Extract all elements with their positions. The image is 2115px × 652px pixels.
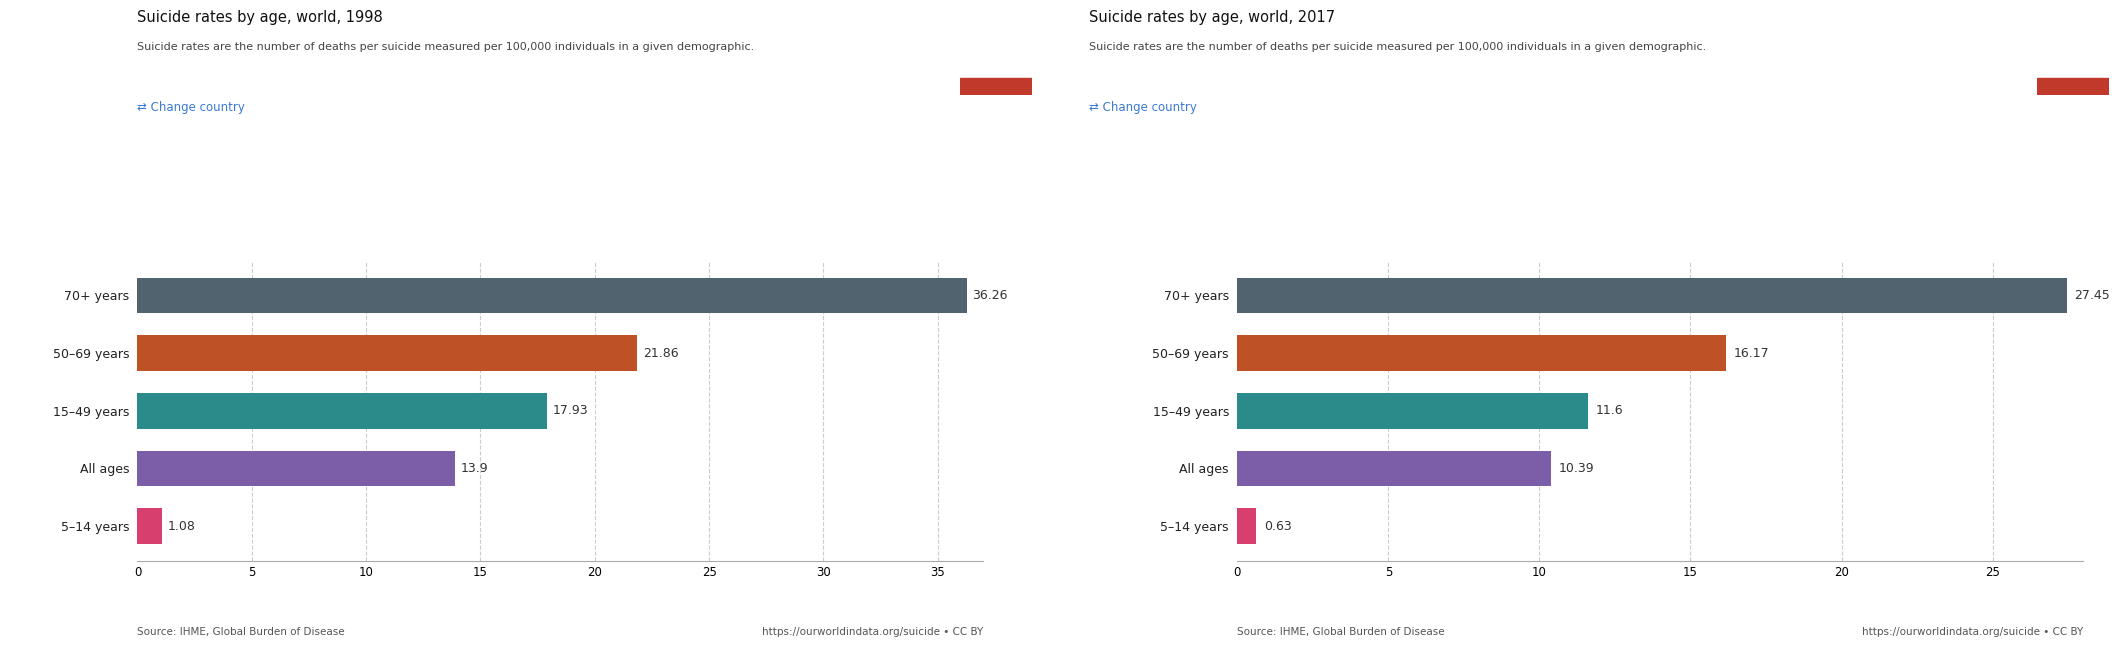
Text: 11.6: 11.6 — [1595, 404, 1622, 417]
Text: Suicide rates by age, world, 2017: Suicide rates by age, world, 2017 — [1089, 10, 1335, 25]
Text: 0.63: 0.63 — [1265, 520, 1292, 533]
Bar — [1237, 509, 1256, 544]
Text: in Data: in Data — [2058, 43, 2088, 50]
Text: 16.17: 16.17 — [1734, 347, 1768, 360]
Text: Source: IHME, Global Burden of Disease: Source: IHME, Global Burden of Disease — [137, 627, 345, 637]
Bar — [1237, 393, 1588, 428]
Text: https://ourworldindata.org/suicide • CC BY: https://ourworldindata.org/suicide • CC … — [1861, 627, 2083, 637]
Bar — [137, 278, 967, 313]
Text: 17.93: 17.93 — [554, 404, 588, 417]
Text: https://ourworldindata.org/suicide • CC BY: https://ourworldindata.org/suicide • CC … — [761, 627, 983, 637]
Text: 10.39: 10.39 — [1559, 462, 1595, 475]
Text: 36.26: 36.26 — [973, 289, 1007, 302]
Bar — [2037, 78, 2109, 95]
Text: Suicide rates are the number of deaths per suicide measured per 100,000 individu: Suicide rates are the number of deaths p… — [137, 42, 755, 52]
Bar — [137, 509, 163, 544]
Text: 1.08: 1.08 — [167, 520, 197, 533]
Bar — [137, 335, 637, 371]
Text: ⇄ Change country: ⇄ Change country — [1089, 101, 1197, 114]
Bar — [1237, 278, 2066, 313]
Text: 27.45: 27.45 — [2075, 289, 2111, 302]
Text: 13.9: 13.9 — [461, 462, 489, 475]
Text: ⇄ Change country: ⇄ Change country — [137, 101, 245, 114]
Text: Our World: Our World — [2052, 23, 2094, 30]
Text: Our World: Our World — [975, 23, 1017, 30]
Bar — [137, 451, 455, 486]
Text: 21.86: 21.86 — [643, 347, 679, 360]
Bar — [137, 393, 548, 428]
Text: in Data: in Data — [981, 43, 1011, 50]
Text: Suicide rates are the number of deaths per suicide measured per 100,000 individu: Suicide rates are the number of deaths p… — [1089, 42, 1707, 52]
Bar — [960, 78, 1032, 95]
Text: Source: IHME, Global Burden of Disease: Source: IHME, Global Burden of Disease — [1237, 627, 1445, 637]
Bar — [1237, 335, 1726, 371]
Text: Suicide rates by age, world, 1998: Suicide rates by age, world, 1998 — [137, 10, 383, 25]
Bar — [1237, 451, 1550, 486]
